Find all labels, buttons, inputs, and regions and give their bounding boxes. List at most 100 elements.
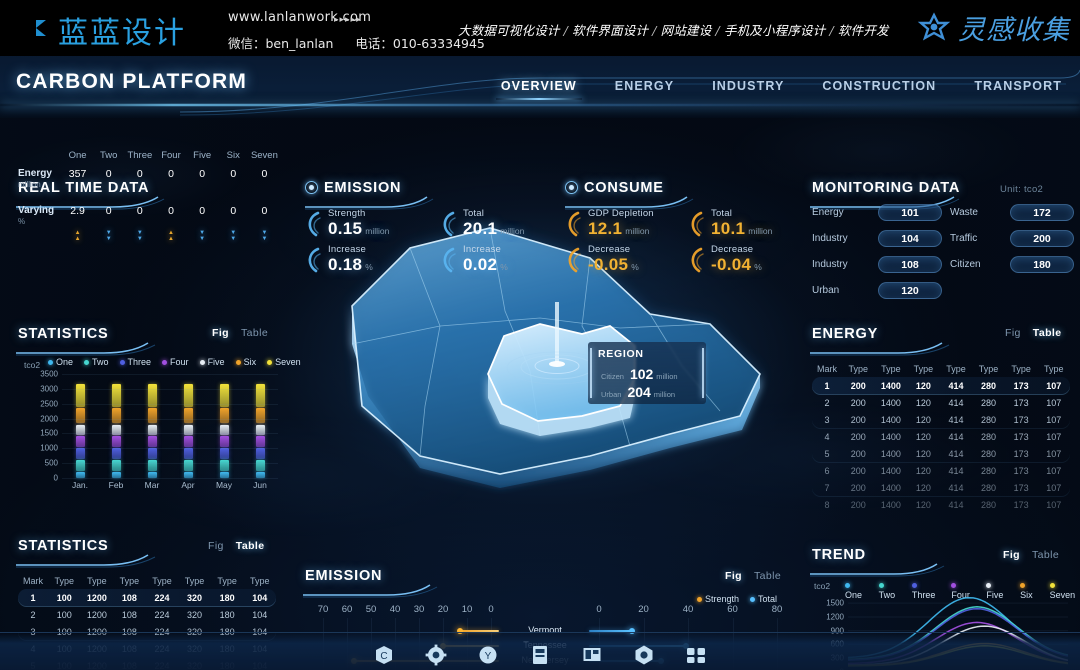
tooltip-bracket-right [702,348,704,398]
table-row[interactable]: 1 100 1200 108 224 320 180 104 [18,589,276,606]
statistics-cell: 224 [154,592,170,603]
nav-item-energy[interactable]: ENERGY [614,79,675,93]
emission-chart-tab-fig[interactable]: Fig [725,570,742,582]
statistics-col-7: Type [249,575,270,586]
main-nav[interactable]: OVERVIEW ENERGY INDUSTRY CONSTRUCTION TRANSP… [495,77,1064,100]
table-row[interactable]: 7 200 1400 120 414 280 173 107 [812,479,1070,496]
kpi-value: -0.04% [711,255,762,274]
monitoring-label-traffic: Traffic [950,233,978,244]
trend-tab-fig[interactable]: Fig [1003,549,1020,561]
table-row[interactable]: 5 200 1400 120 414 280 173 107 [812,445,1070,462]
statistics-bar-segment-four [219,436,229,447]
statistics-bar-segment-six [111,408,121,424]
table-row[interactable]: 2 100 1200 108 224 320 180 104 [18,606,276,623]
emission-chart-tab-table[interactable]: Table [753,570,782,582]
kpi-emission-increase-3: Increase 0.02% [440,244,508,273]
kpi-arc-icon [568,247,581,273]
emission-right-tick-40: 40 [682,604,694,615]
consume-kpi-title: CONSUME [565,180,664,196]
energy-cell: 414 [948,499,964,510]
legend-item-seven: Seven [1049,580,1080,600]
svg-text:Y: Y [485,651,492,662]
statistics-cell: 100 [56,592,72,603]
energy-cell: 173 [1013,499,1029,510]
target-icon[interactable]: Y [477,644,499,666]
statistics-fig-tab-table[interactable]: Table [240,327,269,339]
realtime-col-7: Seven [250,150,278,161]
statistics-fig-tab-fig[interactable]: Fig [212,327,229,339]
statistics-bar-segment-four [111,436,121,447]
statistics-cell: 3 [18,627,48,637]
trend-tab-table[interactable]: Table [1031,549,1060,561]
grid-apps-icon[interactable] [685,644,707,666]
table-row[interactable]: 6 200 1400 120 414 280 173 107 [812,462,1070,479]
realtime-varying-label: Varying [18,205,55,216]
legend-dot [911,583,917,588]
statistics-y-axis-label: tco2 [24,360,41,370]
nav-item-industry[interactable]: INDUSTRY [712,79,785,93]
statistics-table-tab-fig[interactable]: Fig [208,540,224,552]
table-row[interactable]: 3 200 1400 120 414 280 173 107 [812,411,1070,428]
energy-cell: 1400 [880,499,901,510]
trend-arrow-down-5: ▼ ▼ [199,230,206,242]
kpi-consume-decrease-3: Decrease -0.04% [688,244,762,273]
nav-item-transport[interactable]: TRANSPORT [974,79,1062,93]
kpi-label: Increase [463,244,502,255]
realtime-energy-v3: 0 [136,168,143,180]
realtime-col-5: Five [193,150,212,161]
table-row[interactable]: 1 200 1400 120 414 280 173 107 [812,377,1070,394]
statistics-plot-area [62,374,278,479]
emission-strength-bar [459,629,499,632]
url-dots-decoration: ▸▸▸▸▸ [334,14,362,24]
statistics-bar-segment-five [147,424,157,435]
statistics-table-tab-table[interactable]: Table [235,540,265,552]
energy-cell: 200 [850,397,866,408]
statistics-table-tabs[interactable]: Fig Table [208,540,264,552]
realtime-varying-v4: 0 [168,205,174,217]
statistics-fig-tabs[interactable]: Fig Table [212,327,268,339]
energy-cell: 1400 [880,380,901,391]
inspiration-brand: 灵感收集 [917,8,1070,47]
table-row[interactable]: 2 200 1400 120 414 280 173 107 [812,394,1070,411]
header-swoosh-decoration [180,69,1080,116]
consume-radio-icon [565,181,578,194]
legend-item-two: Two [84,357,109,367]
watermark-bar: 蓝蓝设计 www.lanlanwork.com ▸▸▸▸▸ 微信：ben_lan… [0,0,1080,56]
statistics-fig-title: STATISTICS [18,326,109,342]
legend-item-six: Six [235,357,256,367]
emission-left-tick-10: 10 [461,604,473,615]
energy-table-tabs[interactable]: Fig Table [1005,327,1061,339]
home-icon[interactable]: C [373,644,395,666]
energy-cell: 200 [850,448,866,459]
table-row[interactable]: 31001200108224320180104 [18,623,276,640]
trend-arrow-down-7: ▼ ▼ [261,230,268,242]
table-row[interactable]: 4 200 1400 120 414 280 173 107 [812,428,1070,445]
document-icon[interactable] [529,644,551,666]
emission-chart-tabs[interactable]: Fig Table [725,570,781,582]
table-row[interactable]: 8 200 1400 120 414 280 173 107 [812,496,1070,513]
energy-cell: 280 [981,448,997,459]
trend-ytick-1200: 1200 [826,612,844,622]
statistics-bar-segment-two [219,460,229,471]
energy-cell: 173 [1013,397,1029,408]
energy-tab-table[interactable]: Table [1032,327,1062,339]
kpi-label: Decrease [588,244,631,255]
nav-item-overview[interactable]: OVERVIEW [495,77,582,100]
statistics-bar-segment-two [111,460,121,471]
hexagon-icon[interactable] [633,644,655,666]
trend-tabs[interactable]: Fig Table [1003,549,1059,561]
statistics-cell: 1200 [86,609,107,620]
legend-dot [199,360,205,365]
emission-right-tick-80: 80 [771,604,783,615]
nav-item-construction[interactable]: CONSTRUCTION [822,79,937,93]
dashboard-icon[interactable] [581,644,603,666]
tooltip-urban-label: Urban [601,390,622,399]
service-item: 大数据可视化设计 [458,23,560,38]
energy-tab-fig[interactable]: Fig [1005,327,1021,339]
statistics-ytick-500: 500 [44,458,58,468]
settings-gear-icon[interactable] [425,644,447,666]
energy-cell: 200 [850,414,866,425]
energy-cell: 1400 [880,414,901,425]
